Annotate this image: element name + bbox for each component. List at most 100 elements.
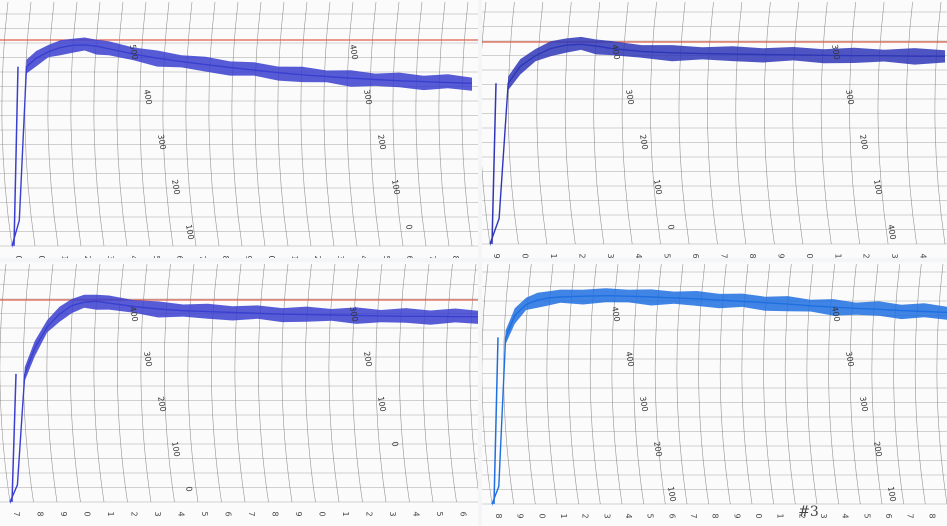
grid-line-arc [735, 1, 747, 245]
grid-line-arc [346, 1, 358, 247]
x-tick-label: 0 [318, 511, 327, 516]
x-tick-label: 4 [919, 253, 928, 258]
grid-line-arc [806, 263, 818, 505]
x-tick-label: 9 [516, 513, 525, 518]
x-tick-labels: 0 0 1 2 3 4 5 6 7 8 9 0 1 2 3 4 5 6 7 8 [14, 255, 460, 258]
x-tick-label: 2 [797, 513, 806, 518]
grid-line-arc [482, 1, 491, 245]
x-tick-label: 2 [577, 253, 586, 258]
x-tick-label: 4 [177, 511, 186, 516]
grid-line-arc [234, 263, 246, 503]
grid-line-arc [277, 1, 289, 247]
grid-line-arc [934, 1, 946, 245]
x-tick-label: 7 [689, 513, 698, 518]
x-tick-label: 3 [819, 513, 828, 518]
x-tick-label: 9 [244, 255, 253, 258]
grid-curve-label: 400 [128, 306, 140, 323]
grid-line-arc [415, 1, 427, 247]
grid-line-arc [392, 1, 404, 247]
grid-line-arc [621, 1, 633, 245]
x-tick-label: 3 [388, 511, 397, 516]
curved-grid [0, 263, 478, 503]
x-tick-label: 2 [83, 255, 92, 258]
x-tick-label: 7 [428, 255, 437, 258]
chart-panel-top-left: 500 400 400 300 300 200 200 100 100 0 0 0 1 2 3 4 5 6 7 8 9 0… [0, 0, 478, 258]
grid-line-arc [849, 1, 860, 245]
grid-curve-label: 300 [624, 89, 636, 106]
grid-line-arc [893, 263, 904, 505]
grid-curve-label: 200 [652, 441, 664, 458]
grid-line-arc [877, 1, 889, 245]
grid-line-arc [231, 1, 243, 247]
grid-curve-label: 500 [128, 44, 140, 61]
grid-line-arc [820, 1, 832, 245]
grid-line-arc [117, 263, 128, 503]
handwritten-annotation: #3 [798, 504, 819, 520]
pen-upstroke [491, 83, 497, 245]
trace-line [11, 44, 473, 247]
horizontal-grid [0, 269, 478, 503]
grid-line-arc [906, 1, 917, 245]
grid-curve-label: 300 [638, 396, 650, 413]
grid-line-arc [784, 263, 796, 505]
x-tick-label: 2 [130, 511, 139, 516]
chart-svg: 400 400 400 300 300 300 200 200 100 100 8 9 0 1 2 3 4 5 6 7… [482, 262, 947, 526]
x-tick-label: 1 [549, 253, 558, 258]
grid-line-arc [763, 1, 775, 245]
grid-line-arc [211, 263, 222, 503]
grid-curve-label: 300 [830, 44, 842, 61]
grid-curve-label: 100 [184, 224, 196, 241]
grid-curve-label: 300 [362, 89, 374, 106]
grid-curve-label: 300 [142, 351, 154, 368]
x-tick-label: 7 [906, 513, 915, 518]
grid-curve-label: 0 [404, 224, 414, 231]
grid-curve-label: 400 [886, 224, 898, 241]
grid-line-arc [24, 1, 36, 247]
x-tick-label: 2 [313, 255, 322, 258]
grid-curve-label: 200 [156, 396, 168, 413]
grid-line-arc [139, 1, 151, 247]
x-tick-label: 9 [492, 253, 501, 258]
grid-line-arc [140, 263, 152, 503]
grid-curve-label: 100 [872, 179, 884, 196]
grid-curve-label: 400 [142, 89, 154, 106]
grid-line-arc [300, 1, 312, 247]
grid-line-arc [47, 1, 59, 247]
x-tick-label: 3 [890, 253, 899, 258]
x-tick-label: 4 [129, 255, 138, 258]
grid-line-arc [0, 263, 11, 503]
grid-line-arc [871, 263, 883, 505]
grid-line-arc [741, 263, 753, 505]
x-tick-label: 5 [152, 255, 161, 258]
grid-line-arc [849, 263, 861, 505]
x-tick-label: 8 [271, 511, 280, 516]
x-tick-label: 6 [884, 513, 893, 518]
grid-curve-label: 100 [666, 486, 678, 503]
grid-line-arc [650, 1, 661, 245]
x-tick-label: 8 [451, 255, 460, 258]
grid-line-arc [446, 263, 457, 503]
grid-line-arc [536, 1, 548, 245]
grid-line-arc [914, 263, 926, 505]
x-tick-label: 9 [732, 513, 741, 518]
x-tick-label: 8 [927, 513, 936, 518]
grid-curve-label: 300 [156, 134, 168, 151]
grid-line-arc [936, 263, 947, 505]
x-tick-label: 8 [36, 511, 45, 516]
grid-curve-label: 200 [376, 134, 388, 151]
curved-grid [1, 1, 473, 247]
x-tick-label: 1 [776, 513, 785, 518]
grid-line-arc [93, 263, 105, 503]
x-tick-label: 2 [862, 253, 871, 258]
grid-curve-label: 400 [348, 44, 360, 61]
grid-line-arc [593, 1, 605, 245]
x-tick-label: 4 [634, 253, 643, 258]
grid-line-arc [524, 263, 536, 505]
x-tick-label: 1 [106, 511, 115, 516]
x-tick-label: 0 [37, 255, 46, 258]
grid-curve-label: 300 [348, 306, 360, 323]
trace-line [491, 294, 947, 505]
x-tick-label: 5 [200, 511, 209, 516]
grid-curve-labels: 400 300 300 300 200 200 100 100 0 400 [610, 44, 898, 241]
x-tick-label: 3 [106, 255, 115, 258]
